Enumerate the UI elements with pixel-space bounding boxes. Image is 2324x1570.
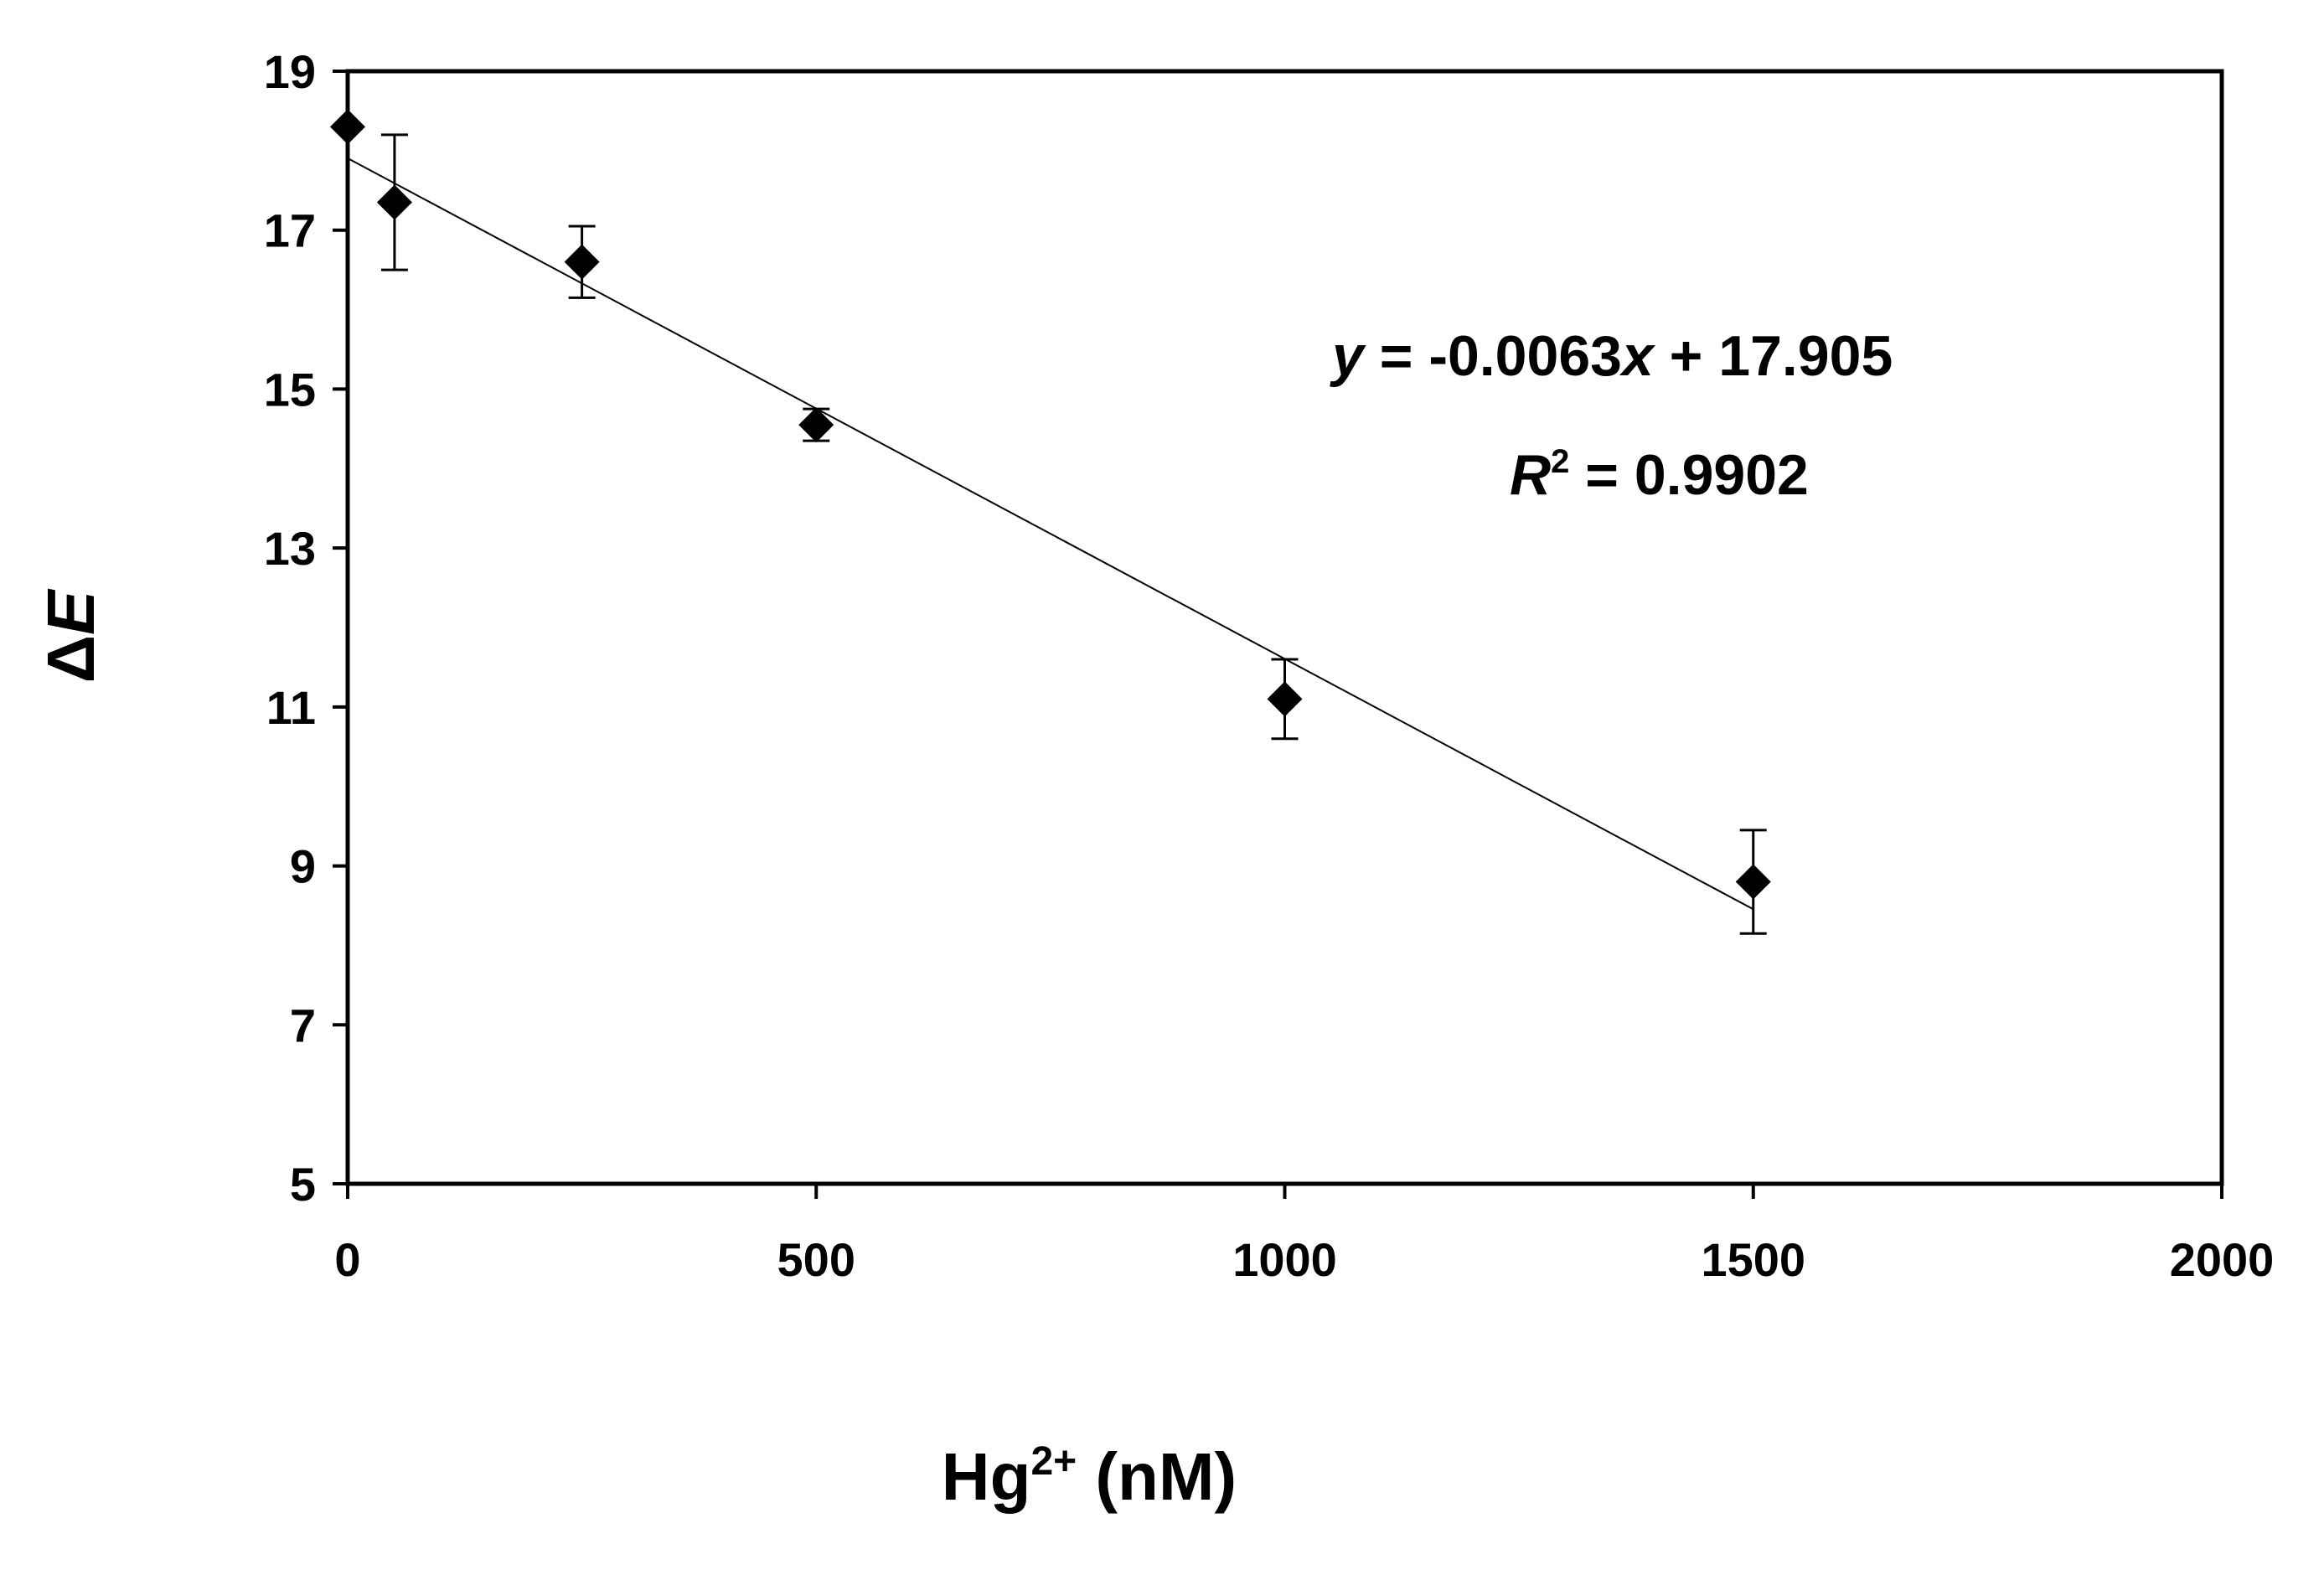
data-point [376, 184, 412, 220]
x-axis-title-superscript: 2+ [1030, 1439, 1077, 1484]
x-axis-title-unit: (nM) [1077, 1439, 1237, 1514]
regression-equation: y = -0.0063x + 17.905 [1330, 324, 1893, 388]
r-squared-R: R [1510, 443, 1551, 507]
x-axis-title: Hg2+ (nM) [942, 1439, 1237, 1514]
x-tick-label: 500 [777, 1233, 855, 1286]
y-tick-label: 5 [290, 1158, 316, 1211]
trendline [347, 157, 1754, 911]
x-axis-title-main: Hg [942, 1439, 1031, 1514]
equation-y: y [1330, 324, 1366, 388]
data-point [564, 244, 600, 280]
plot-area [345, 69, 2224, 1186]
x-tick-label: 1000 [1232, 1233, 1337, 1286]
x-tick-label: 1500 [1701, 1233, 1805, 1286]
r-squared: R2 = 0.9902 [1510, 443, 1809, 507]
plot-frame [345, 69, 2224, 1186]
x-tick-label: 2000 [2170, 1233, 2275, 1286]
y-tick-label: 19 [264, 45, 316, 98]
data-point-layer [330, 109, 1771, 900]
r-squared-value: = 0.9902 [1569, 443, 1808, 507]
y-axis-title-variable: E [34, 588, 108, 635]
data-point [330, 109, 365, 145]
r-squared-superscript: 2 [1551, 443, 1569, 480]
y-axis-title: ΔE [34, 588, 108, 684]
y-tick-label: 11 [266, 681, 316, 734]
data-point [1735, 864, 1771, 900]
trendline-layer [347, 157, 1754, 911]
x-tick-label: 0 [334, 1233, 360, 1286]
x-tick-layer: 0 500 1000 1500 2000 [334, 1184, 2274, 1286]
equation-slope: = -0.0063 [1364, 324, 1622, 388]
y-tick-layer: 5 7 9 11 13 15 17 19 [264, 45, 348, 1211]
y-tick-label: 13 [264, 522, 316, 575]
y-tick-label: 17 [264, 204, 316, 257]
y-tick-label: 9 [290, 840, 316, 893]
equation-x: x [1619, 324, 1656, 388]
y-tick-label: 7 [290, 999, 316, 1051]
y-tick-label: 15 [264, 363, 316, 416]
y-axis-title-symbol: Δ [34, 635, 108, 684]
data-point [1267, 681, 1303, 717]
data-point [798, 407, 834, 443]
equation-intercept: + 17.905 [1654, 324, 1893, 388]
